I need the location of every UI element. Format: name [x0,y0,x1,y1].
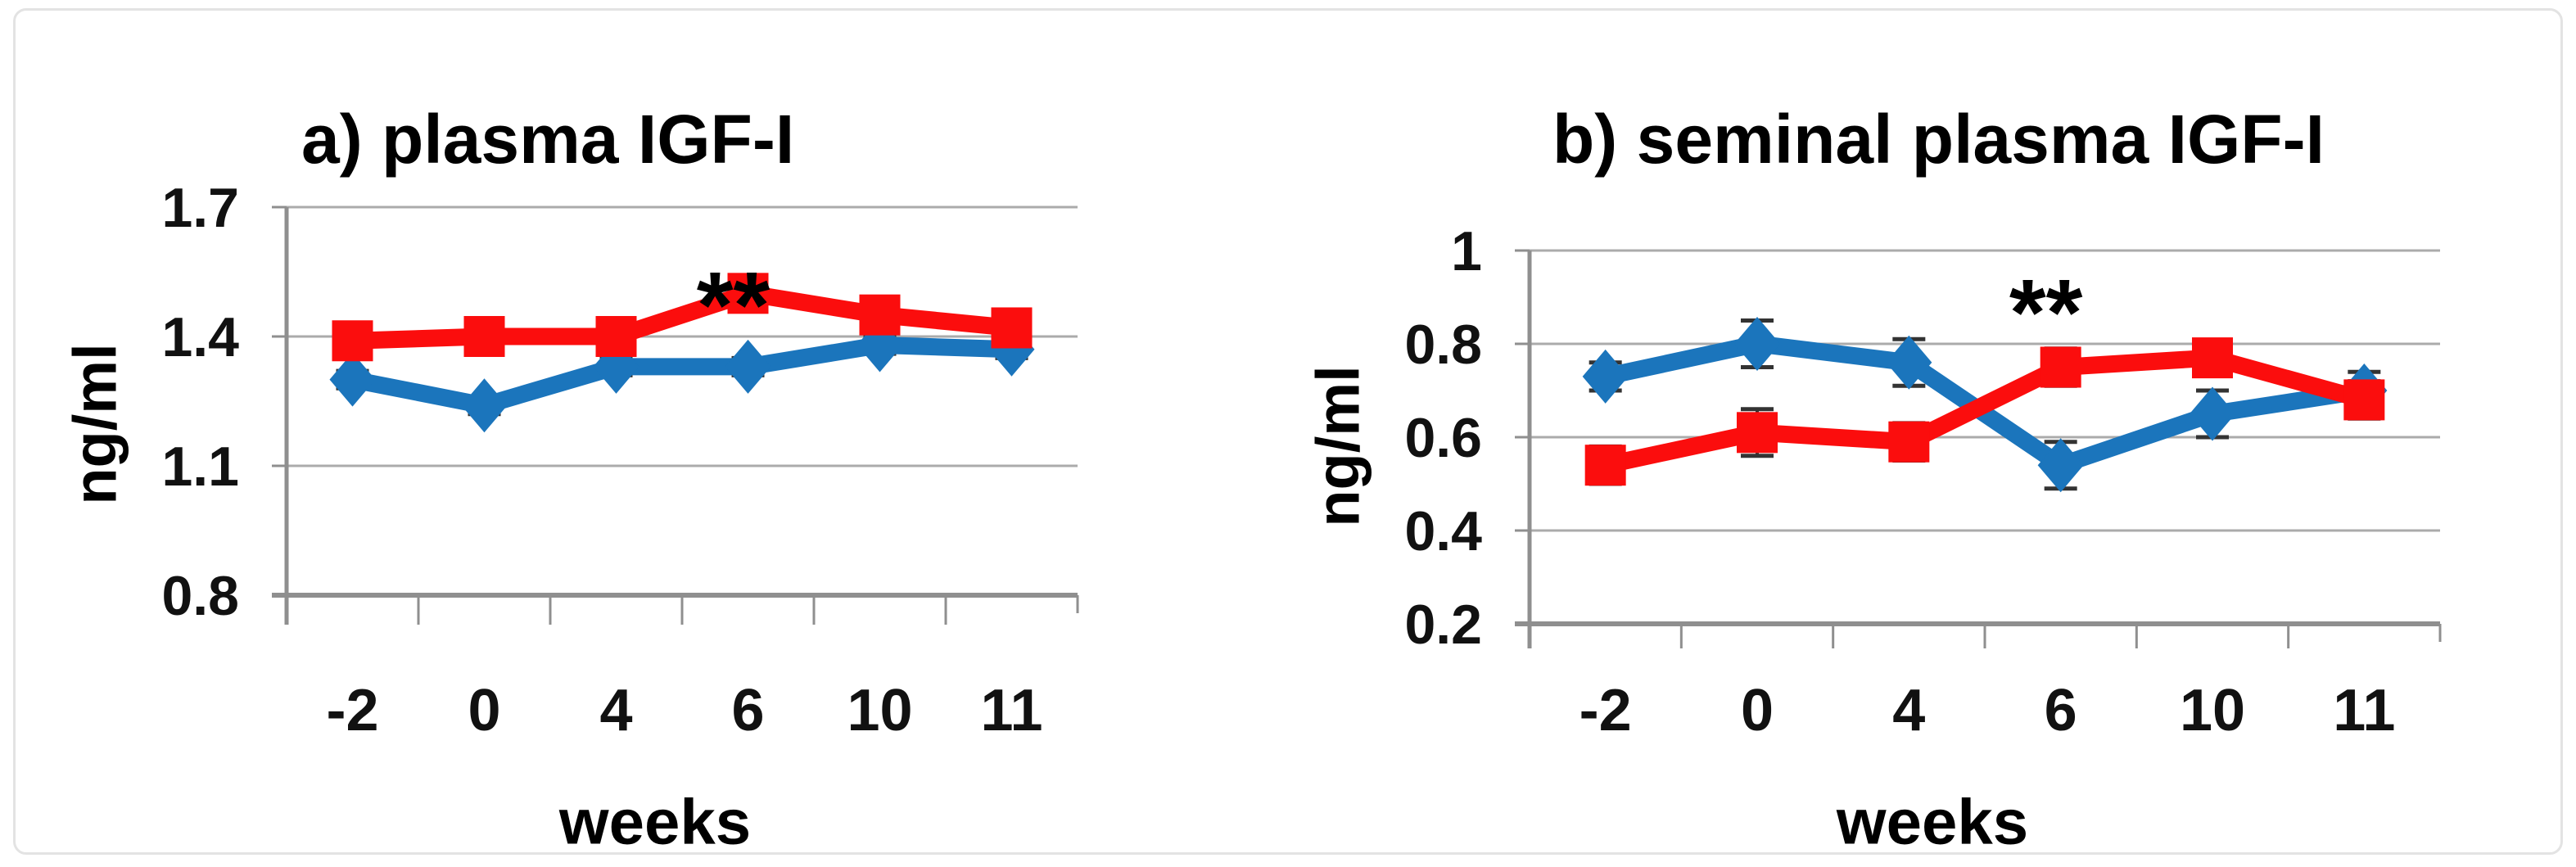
panel-a-x-axis-label: weeks [558,785,752,858]
x-tick-label: -2 [1579,678,1632,743]
panel-a-y-axis-label: ng/ml [61,343,129,505]
x-tick-label: 10 [847,678,912,743]
blue-diamond-group-marker [1886,335,1932,390]
red-square-group-marker [463,316,505,357]
panel-b-y-axis-label: ng/ml [1304,365,1372,527]
y-tick-label: 1.7 [161,177,239,239]
blue-diamond-group-marker [2037,438,2084,493]
x-tick-label: -2 [326,678,378,743]
blue-diamond-group-marker [725,339,771,394]
red-square-group-marker [1584,445,1626,486]
x-tick-label: 6 [2045,678,2077,743]
panel-a-title: a) plasma IGF-I [301,101,795,178]
x-tick-label: 0 [468,678,500,743]
red-square-group-marker [859,294,901,336]
y-tick-label: 1.4 [161,306,239,368]
x-tick-label: 11 [980,678,1042,743]
y-tick-label: 0.8 [1404,314,1482,376]
y-tick-label: 1 [1451,220,1482,282]
x-tick-label: 6 [731,678,764,743]
red-square-group-marker [2040,346,2081,388]
x-tick-label: 0 [1741,678,1774,743]
y-tick-label: 0.2 [1404,594,1482,656]
red-square-group-marker [332,320,373,362]
red-square-group-line [1597,349,2373,474]
figure-frame [13,8,2563,855]
red-square-group-marker [1888,421,1930,463]
blue-diamond-group-marker [461,378,508,433]
blue-diamond-group-marker [329,352,376,407]
x-tick-label: 4 [599,678,632,743]
y-tick-label: 1.1 [161,436,239,498]
red-square-group-marker [991,307,1033,349]
blue-diamond-group-marker [2190,386,2235,441]
y-tick-label: 0.6 [1404,407,1482,469]
panel-b-title: b) seminal plasma IGF-I [1552,101,2325,178]
red-square-group-marker [727,273,769,314]
significance-stars: ** [697,254,771,359]
red-square-group-marker [2343,379,2385,421]
red-square-group-line [344,284,1020,350]
blue-diamond-group-marker [1734,317,1780,371]
x-tick-label: 11 [2333,678,2395,743]
significance-stars: ** [2009,261,2083,366]
y-tick-label: 0.4 [1404,500,1482,562]
red-square-group-marker [2192,337,2233,379]
red-square-group-marker [1737,412,1778,454]
panel-b-x-axis-label: weeks [1836,785,2029,858]
blue-diamond-group-marker [1582,349,1629,404]
x-tick-label: 4 [1892,678,1925,743]
x-tick-label: 10 [2180,678,2245,743]
blue-diamond-group-line [344,336,1020,414]
y-tick-label: 0.8 [161,565,239,627]
red-square-group-marker [595,316,637,357]
